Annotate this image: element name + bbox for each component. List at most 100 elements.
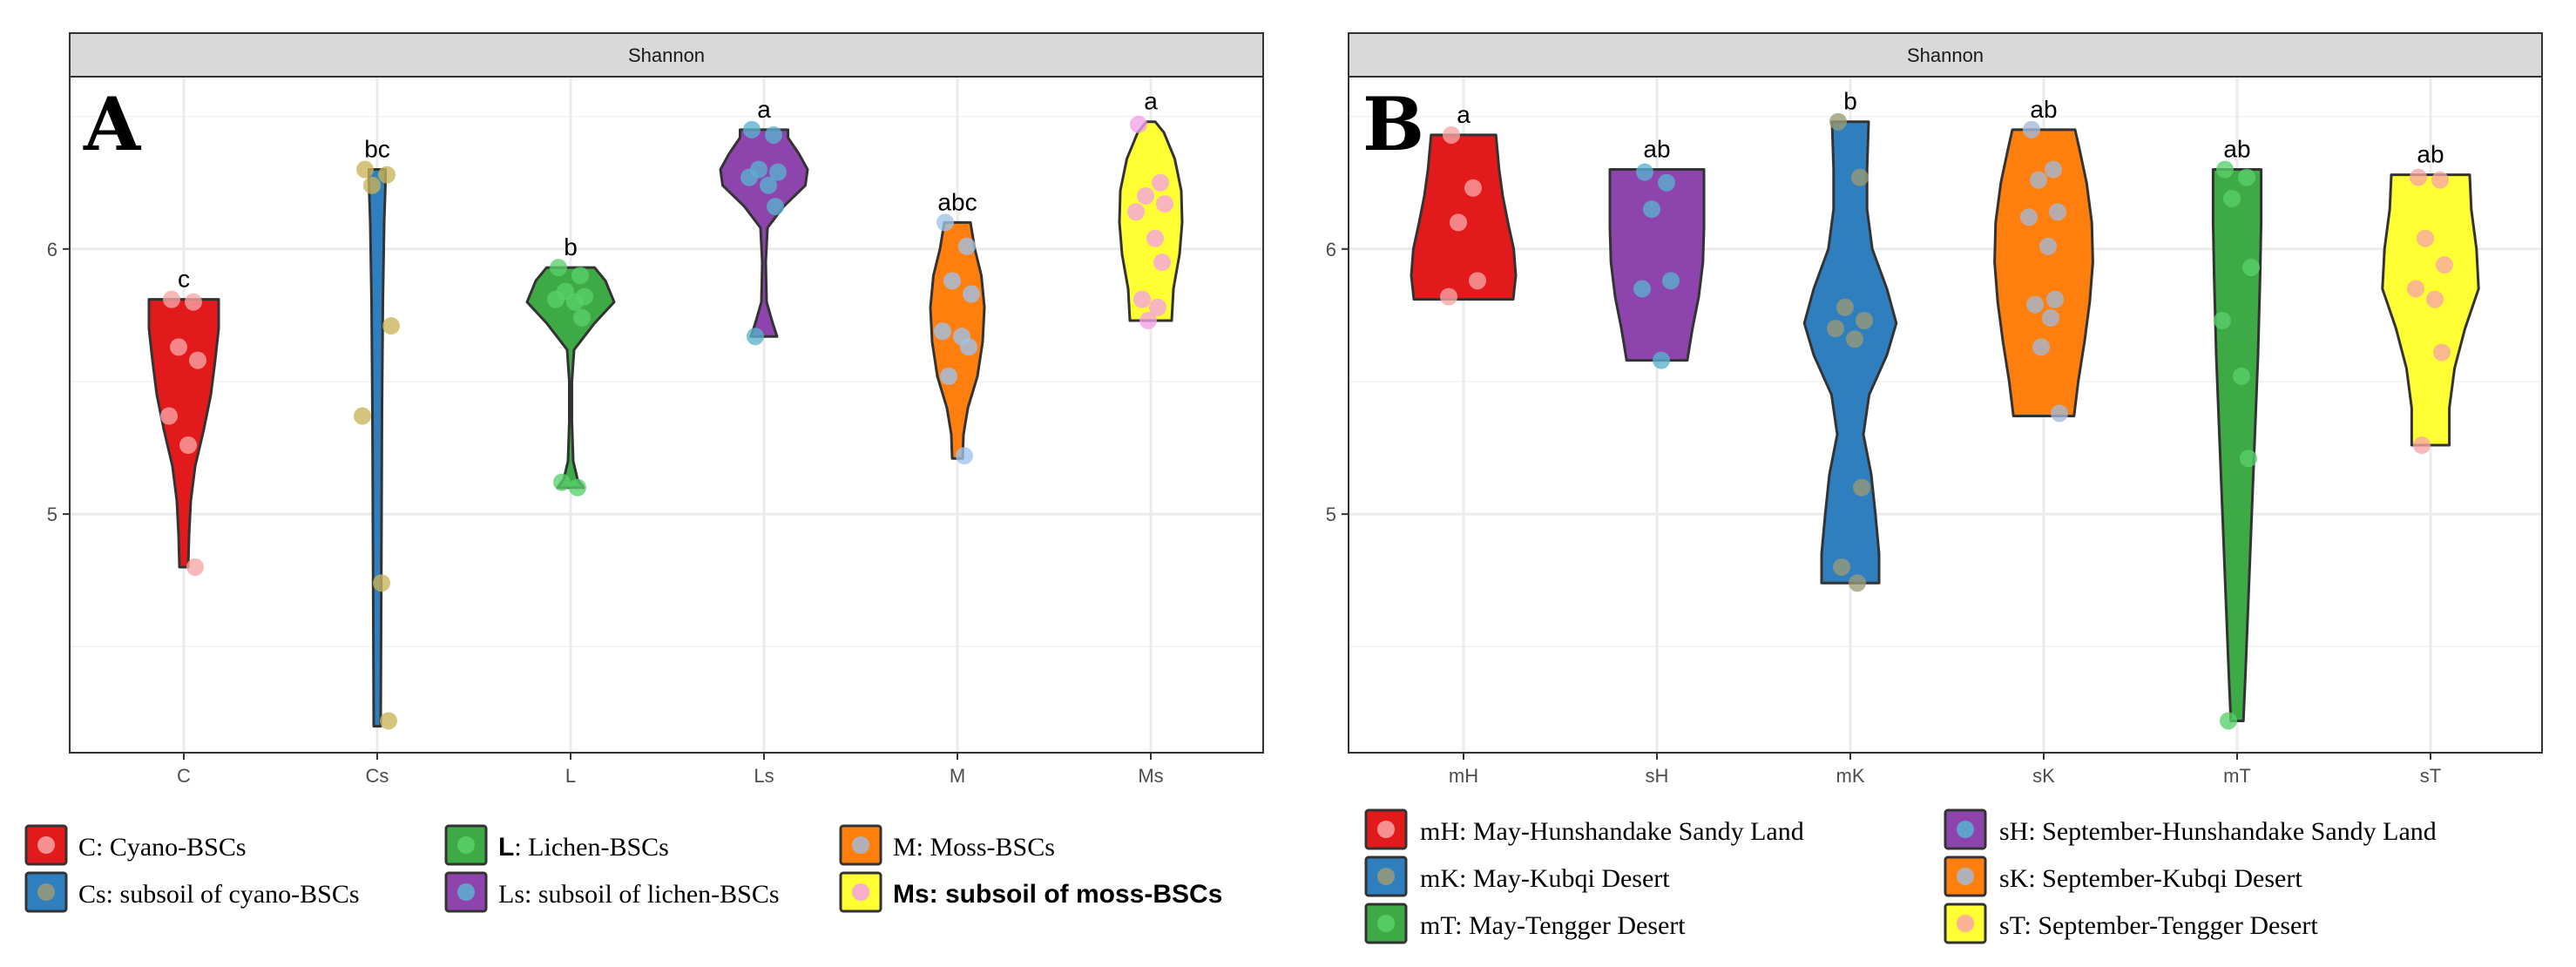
data-point-L bbox=[553, 473, 571, 491]
data-point-mT bbox=[2238, 168, 2255, 186]
data-point-mK bbox=[1851, 168, 1869, 186]
panel-b-letter: B bbox=[1362, 81, 1424, 167]
data-point-mT bbox=[2242, 259, 2260, 277]
data-point-sT bbox=[2436, 256, 2453, 274]
data-point-mT bbox=[2216, 160, 2234, 179]
data-point-mK bbox=[1853, 478, 1870, 497]
y-tick-label: 5 bbox=[1326, 504, 1336, 525]
x-tick-label: Ls bbox=[754, 765, 774, 787]
violin-L bbox=[525, 266, 616, 490]
legend-code: L bbox=[498, 833, 514, 862]
violin-mT bbox=[2211, 168, 2263, 722]
data-point-Cs bbox=[363, 176, 381, 194]
violin-sT bbox=[2381, 173, 2480, 447]
legend-key-Cs bbox=[24, 871, 68, 913]
data-point-M bbox=[958, 237, 976, 255]
legend-label-C: C: Cyano-BSCs bbox=[78, 833, 247, 862]
legend-label-mT: mT: May-Tengger Desert bbox=[1420, 911, 1686, 940]
legend-key-sK bbox=[1944, 855, 1987, 897]
data-point-Ms bbox=[1156, 195, 1173, 213]
data-point-Ms bbox=[1127, 203, 1145, 221]
data-point-sK bbox=[2023, 120, 2040, 139]
data-point-M bbox=[934, 322, 951, 341]
data-point-M bbox=[963, 285, 980, 303]
x-tick-label: mK bbox=[1836, 765, 1865, 787]
data-point-mT bbox=[2223, 189, 2241, 207]
data-point-mH bbox=[1440, 287, 1457, 306]
data-point-mH bbox=[1464, 179, 1482, 197]
data-point-sH bbox=[1662, 272, 1680, 290]
data-point-sH bbox=[1636, 163, 1653, 181]
data-point-sT bbox=[2426, 290, 2444, 308]
legend-key-dot bbox=[1377, 868, 1395, 885]
significance-label-M: abc bbox=[937, 188, 977, 215]
data-point-sK bbox=[2039, 237, 2057, 255]
data-point-sK bbox=[2051, 404, 2068, 423]
data-point-Ms bbox=[1137, 186, 1154, 205]
data-point-mH bbox=[1450, 213, 1467, 232]
legend-key-dot bbox=[37, 836, 55, 854]
legend-label-Ls: Ls: subsoil of lichen-BSCs bbox=[498, 880, 780, 909]
data-point-M bbox=[960, 338, 977, 356]
panel-a-strip bbox=[69, 32, 1264, 78]
violin-Ms bbox=[1118, 120, 1184, 322]
legend-key-L bbox=[444, 824, 488, 866]
x-tick-label: sH bbox=[1646, 765, 1669, 787]
legend-key-dot bbox=[852, 836, 869, 854]
legend-desc: : Lichen-BSCs bbox=[514, 833, 669, 862]
data-point-Ls bbox=[740, 168, 758, 186]
data-point-M bbox=[956, 447, 973, 465]
data-point-C bbox=[179, 436, 197, 454]
panel-a: Shannon c bc b a abc a 5 6 C Cs L Ls M Ms A bbox=[47, 32, 1264, 787]
legend-key-dot bbox=[1957, 915, 1974, 932]
data-point-C bbox=[163, 290, 180, 308]
legend-key-M bbox=[839, 824, 882, 866]
significance-label-sH: ab bbox=[1643, 136, 1670, 163]
legend-key-dot bbox=[37, 883, 55, 901]
data-point-Ms bbox=[1152, 173, 1169, 192]
data-point-sT bbox=[2417, 229, 2434, 247]
data-point-mK bbox=[1849, 574, 1866, 592]
data-point-Ls bbox=[765, 125, 782, 144]
legend-key-mT bbox=[1364, 903, 1408, 944]
data-point-sK bbox=[2020, 208, 2038, 227]
data-point-mT bbox=[2240, 450, 2257, 468]
legend-key-sH bbox=[1944, 808, 1987, 850]
data-point-mK bbox=[1833, 558, 1850, 576]
panel-a-border bbox=[69, 76, 1264, 754]
significance-label-sT: ab bbox=[2417, 141, 2444, 168]
legend-key-dot bbox=[1957, 821, 1974, 838]
data-point-C bbox=[185, 293, 202, 311]
legend-key-dot bbox=[1957, 868, 1974, 885]
significance-label-mT: ab bbox=[2223, 136, 2250, 163]
data-point-sK bbox=[2042, 308, 2059, 327]
data-point-sH bbox=[1643, 200, 1660, 219]
data-point-sK bbox=[2026, 295, 2044, 314]
data-point-Ls bbox=[743, 120, 761, 139]
panel-a-points bbox=[160, 115, 1173, 730]
panel-b-plot-area bbox=[1348, 76, 2543, 754]
data-point-Ms bbox=[1139, 311, 1157, 329]
data-point-mT bbox=[2214, 311, 2231, 329]
data-point-sT bbox=[2410, 168, 2427, 186]
data-point-L bbox=[566, 293, 584, 311]
legend-a: C: Cyano-BSCs Cs: subsoil of cyano-BSCs L:… bbox=[24, 824, 1222, 913]
data-point-Ls bbox=[767, 198, 784, 216]
significance-label-mH: a bbox=[1457, 101, 1471, 128]
x-tick-label: C bbox=[177, 765, 191, 787]
x-tick-label: Ms bbox=[1138, 765, 1163, 787]
x-tick-label: L bbox=[565, 765, 576, 787]
panel-b-border bbox=[1348, 76, 2543, 754]
data-point-L bbox=[547, 290, 565, 308]
data-point-mK bbox=[1829, 112, 1847, 131]
data-point-mH bbox=[1443, 125, 1460, 144]
legend-key-Ms bbox=[839, 871, 882, 913]
panel-a-plot-area bbox=[69, 76, 1264, 754]
legend-key-sT bbox=[1944, 903, 1987, 944]
legend-key-dot bbox=[457, 883, 475, 901]
data-point-Cs bbox=[382, 317, 400, 335]
legend-key-dot bbox=[1377, 915, 1395, 932]
legend-label-sK: sK: September-Kubqi Desert bbox=[1999, 864, 2302, 893]
data-point-L bbox=[550, 259, 567, 277]
